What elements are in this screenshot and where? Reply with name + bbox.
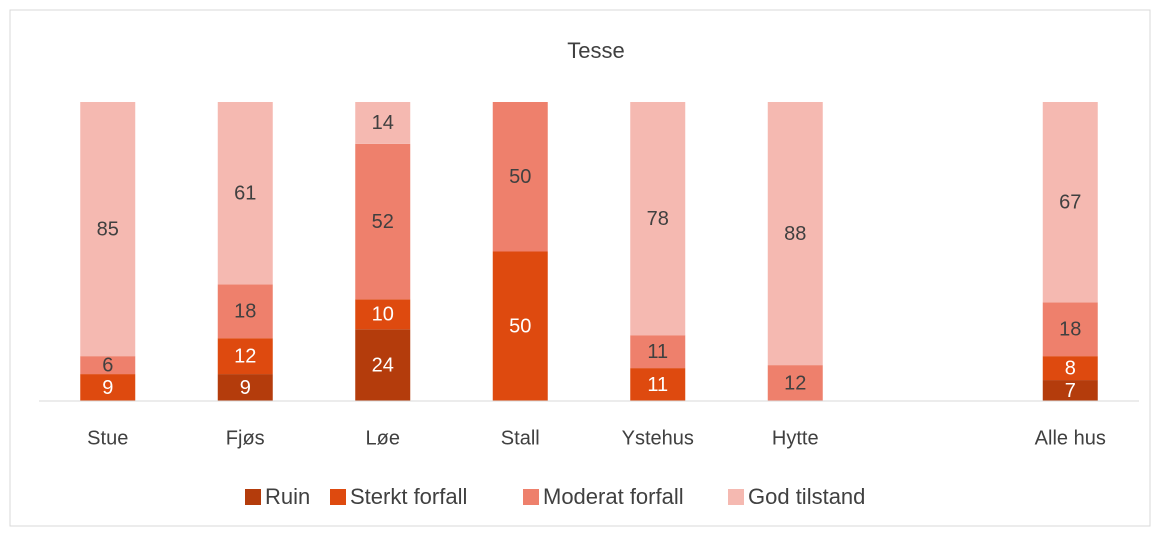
bar-segment bbox=[1042, 102, 1098, 303]
x-tick-label: Alle hus bbox=[1035, 427, 1106, 449]
bar-segment bbox=[217, 374, 273, 401]
data-label: 18 bbox=[1059, 319, 1081, 341]
data-label: 52 bbox=[372, 211, 394, 233]
data-label: 67 bbox=[1059, 191, 1081, 213]
data-label: 18 bbox=[234, 301, 256, 323]
bar-segment bbox=[492, 102, 548, 252]
bar-segment bbox=[767, 365, 823, 401]
chart-border bbox=[9, 9, 1151, 527]
bar-segment bbox=[217, 284, 273, 339]
bar-segment bbox=[217, 338, 273, 375]
legend-label: God tilstand bbox=[748, 484, 865, 509]
data-label: 50 bbox=[509, 316, 531, 338]
bar-segment bbox=[355, 329, 411, 401]
data-label: 7 bbox=[1065, 380, 1076, 402]
data-label: 14 bbox=[372, 112, 394, 134]
x-tick-label: Hytte bbox=[772, 427, 819, 449]
bar-segment bbox=[355, 143, 411, 300]
data-label: 6 bbox=[102, 354, 113, 376]
bar-segment bbox=[1042, 356, 1098, 381]
bar-segment bbox=[217, 102, 273, 285]
bar-segment bbox=[355, 102, 411, 144]
data-label: 11 bbox=[647, 374, 668, 396]
bar-segment bbox=[630, 368, 686, 401]
bar-segment bbox=[355, 299, 411, 330]
data-label: 24 bbox=[372, 354, 394, 376]
chart-title: Tesse bbox=[567, 38, 624, 63]
bar-segment bbox=[1042, 302, 1098, 357]
legend-swatch bbox=[330, 489, 346, 505]
data-label: 10 bbox=[372, 304, 394, 326]
data-label: 88 bbox=[784, 223, 806, 245]
bar-segment bbox=[80, 374, 136, 401]
bar-segment bbox=[630, 102, 686, 336]
x-tick-label: Stue bbox=[87, 427, 128, 449]
legend-label: Sterkt forfall bbox=[350, 484, 467, 509]
legend-swatch bbox=[728, 489, 744, 505]
x-tick-label: Fjøs bbox=[226, 427, 265, 449]
data-label: 85 bbox=[97, 218, 119, 240]
data-label: 12 bbox=[784, 372, 806, 394]
x-tick-label: Stall bbox=[501, 427, 540, 449]
bar-segment bbox=[80, 356, 136, 375]
data-label: 61 bbox=[234, 182, 256, 204]
x-tick-label: Løe bbox=[366, 427, 400, 449]
data-label: 9 bbox=[240, 377, 251, 399]
data-label: 78 bbox=[647, 208, 669, 230]
legend-label: Ruin bbox=[265, 484, 310, 509]
x-tick-label: Ystehus bbox=[622, 427, 694, 449]
data-label: 50 bbox=[509, 166, 531, 188]
data-label: 12 bbox=[234, 345, 256, 367]
legend-swatch bbox=[245, 489, 261, 505]
data-label: 11 bbox=[647, 341, 668, 363]
data-label: 9 bbox=[102, 377, 113, 399]
legend-swatch bbox=[523, 489, 539, 505]
bar-segment bbox=[767, 102, 823, 366]
bar-segment bbox=[1042, 380, 1098, 401]
bar-segment bbox=[80, 102, 136, 357]
legend-label: Moderat forfall bbox=[543, 484, 684, 509]
bar-segment bbox=[630, 335, 686, 369]
data-label: 8 bbox=[1065, 357, 1076, 379]
bar-segment bbox=[492, 251, 548, 401]
